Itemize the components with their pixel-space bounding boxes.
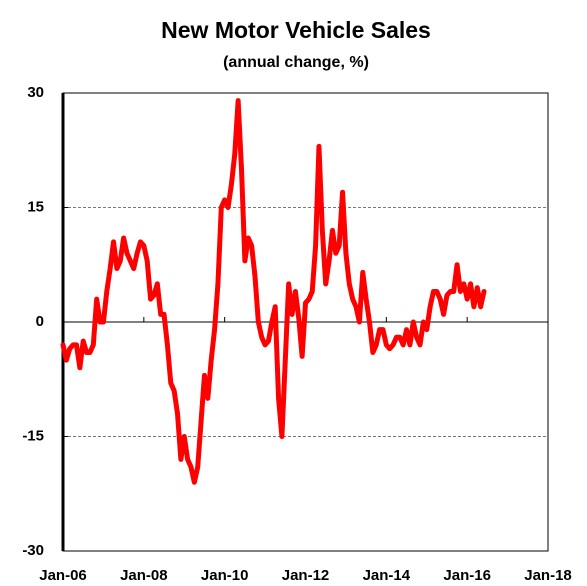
chart-subtitle: (annual change, %) <box>223 54 369 71</box>
x-tick-label: Jan-18 <box>524 567 572 584</box>
y-tick-label: -15 <box>22 427 44 444</box>
x-tick-label: Jan-14 <box>363 567 411 584</box>
chart-title: New Motor Vehicle Sales <box>161 17 431 43</box>
x-tick-label: Jan-16 <box>443 567 491 584</box>
x-tick-label: Jan-10 <box>201 567 249 584</box>
x-tick-label: Jan-06 <box>39 567 87 584</box>
y-tick-label: 0 <box>36 313 44 330</box>
x-tick-label: Jan-08 <box>120 567 168 584</box>
data-line <box>60 98 487 485</box>
y-tick-label: 30 <box>27 84 44 101</box>
y-tick-label: 15 <box>27 198 44 215</box>
x-tick-label: Jan-12 <box>282 567 330 584</box>
y-tick-label: -30 <box>22 542 44 559</box>
